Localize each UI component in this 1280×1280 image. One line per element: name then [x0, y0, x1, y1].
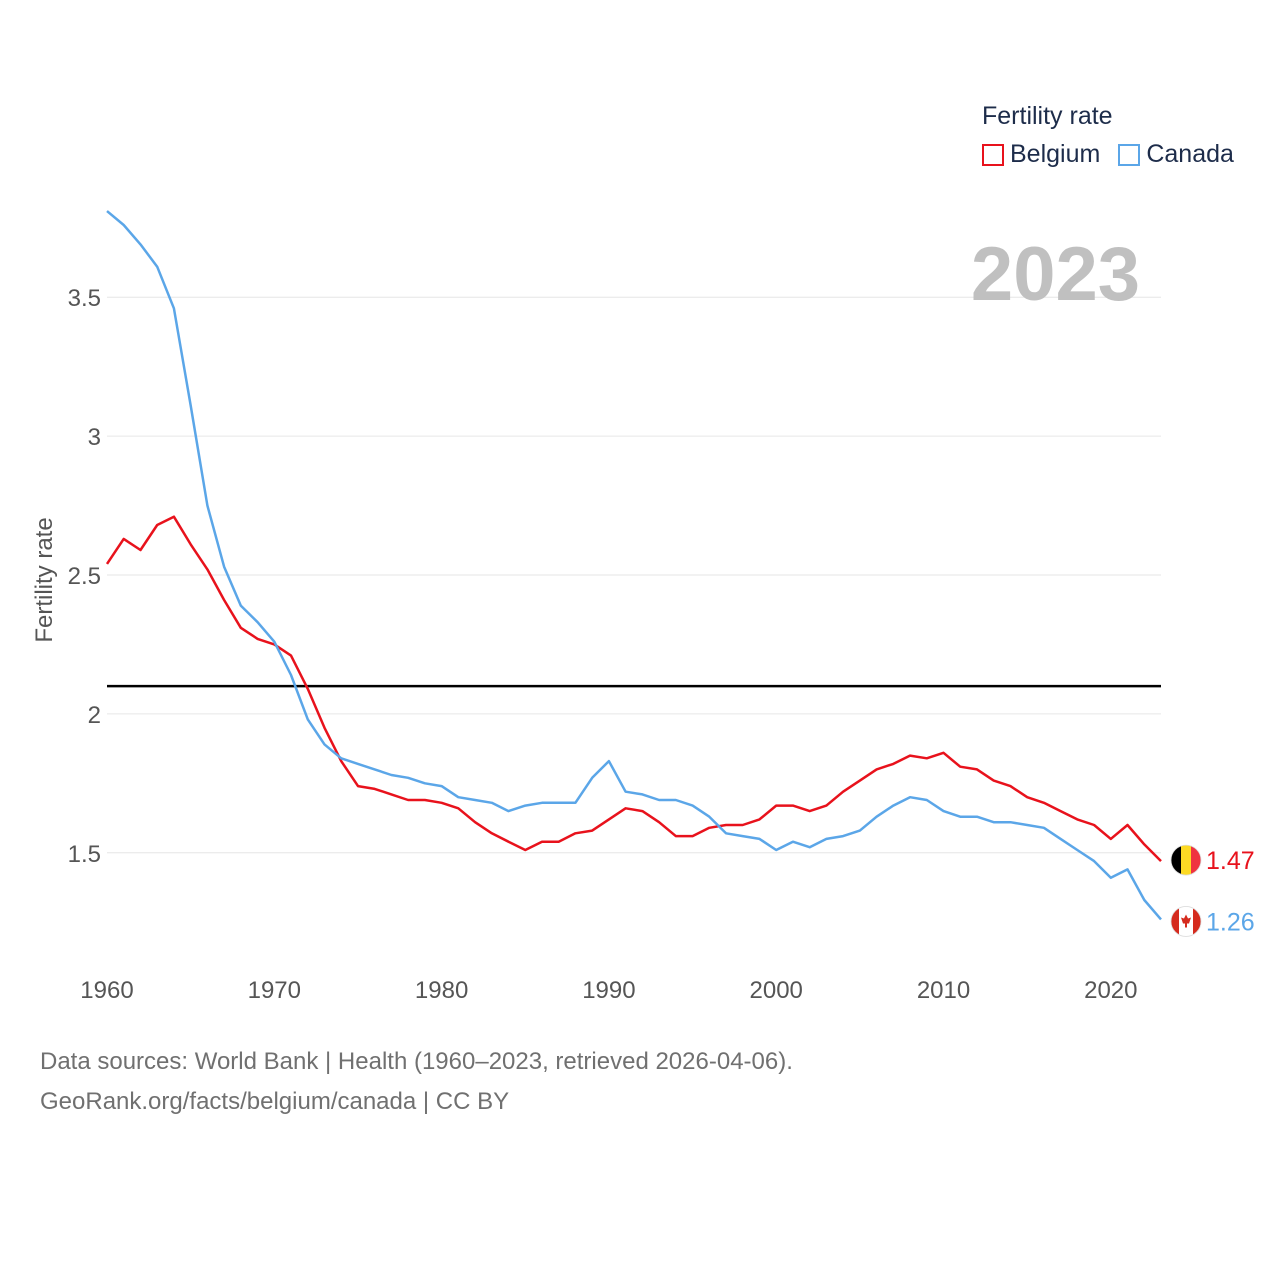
source-line-2[interactable]: GeoRank.org/facts/belgium/canada | CC BY [40, 1088, 510, 1115]
series-line-belgium[interactable] [105, 515, 1162, 862]
end-value-label-canada: 1.26 [1206, 908, 1255, 936]
legend-swatch-canada [1118, 143, 1141, 166]
legend-title: Fertility rate [982, 102, 1113, 130]
legend-label-canada: Canada [1146, 140, 1234, 168]
legend-item-canada[interactable]: Canada [1118, 140, 1234, 169]
x-tick-label: 1990 [582, 977, 635, 1004]
x-axis-ticks: 1960 1970 1980 1990 2000 2010 2020 [80, 977, 1137, 1004]
gridlines [107, 296, 1161, 854]
x-tick-label: 1970 [248, 977, 301, 1004]
source-line-1: Data sources: World Bank | Health (1960–… [40, 1048, 793, 1075]
belgium-flag-icon [1170, 844, 1202, 876]
end-value-label-belgium: 1.47 [1206, 847, 1255, 875]
legend-swatch-belgium [982, 143, 1004, 166]
legend-label-belgium: Belgium [1010, 140, 1101, 168]
x-tick-label: 2020 [1084, 977, 1137, 1004]
x-tick-label: 2010 [917, 977, 970, 1004]
x-tick-label: 2000 [750, 977, 803, 1004]
y-tick-label: 3 [88, 424, 101, 451]
x-tick-label: 1980 [415, 977, 468, 1004]
legend: Fertility rate Belgium Canada [982, 100, 1252, 169]
y-axis-label: Fertility rate [31, 517, 58, 642]
y-tick-label: 2.5 [68, 563, 101, 590]
year-label: 2023 [971, 232, 1140, 317]
series-lines [105, 210, 1162, 921]
y-tick-label: 1.5 [68, 841, 101, 868]
x-tick-label: 1960 [80, 977, 133, 1004]
y-tick-label: 3.5 [68, 285, 101, 312]
legend-item-belgium[interactable]: Belgium [982, 140, 1100, 169]
data-source-note: Data sources: World Bank | Health (1960–… [40, 1042, 793, 1122]
series-line-canada[interactable] [106, 210, 1162, 921]
y-tick-label: 2 [88, 702, 101, 729]
canada-flag-icon [1170, 906, 1202, 937]
end-markers: 1.47 1.26 [1170, 844, 1255, 937]
y-axis-ticks: 1.5 2 2.5 3 3.5 [68, 285, 101, 868]
